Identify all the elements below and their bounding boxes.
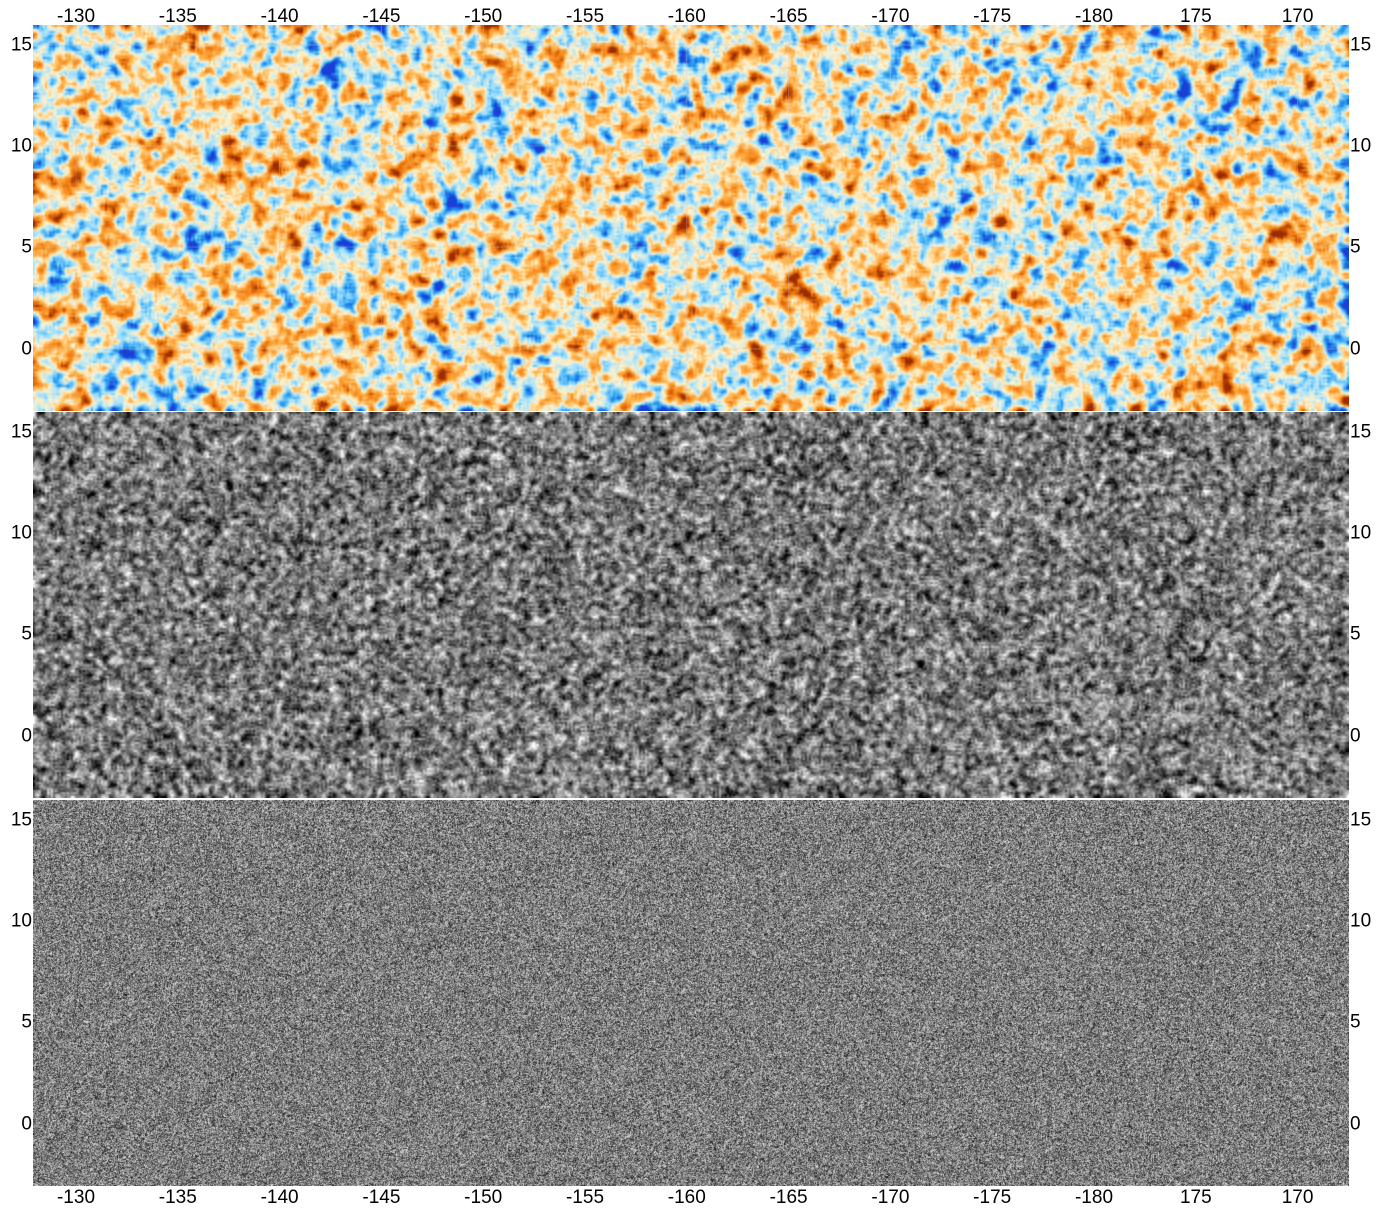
- bottom-x-tick-label: -150: [464, 1187, 503, 1208]
- left-y-tick-label: 0: [21, 725, 32, 747]
- top-x-tick-label: -155: [565, 6, 605, 27]
- bottom-x-tick-label: 170: [1281, 1187, 1314, 1208]
- left-y-tick-label: 15: [10, 421, 32, 443]
- top-x-tick-label: -145: [362, 6, 401, 27]
- top-x-tick-label: 175: [1179, 6, 1212, 27]
- left-y-tick-label: 0: [21, 1113, 32, 1135]
- bottom-x-tick-label: -160: [667, 1187, 706, 1208]
- right-y-tick-label: 5: [1350, 236, 1361, 258]
- right-y-tick-label: 15: [1350, 809, 1372, 831]
- top-x-tick-label: -165: [769, 6, 808, 27]
- temperature-map-image: [33, 25, 1349, 411]
- top-x-tick-label: -180: [1074, 6, 1114, 27]
- left-y-tick-label: 5: [21, 623, 32, 645]
- grayscale-map-2-image: [33, 800, 1349, 1186]
- right-y-tick-label: 15: [1350, 421, 1372, 443]
- right-y-tick-label: 5: [1350, 623, 1361, 645]
- left-y-tick-label: 15: [10, 34, 32, 56]
- right-y-tick-label: 10: [1350, 910, 1372, 932]
- grayscale-map-1-panel: [33, 412, 1349, 798]
- right-y-tick-label: 0: [1350, 1113, 1361, 1135]
- bottom-x-tick-label: -135: [158, 1187, 197, 1208]
- top-x-tick-label: -140: [260, 6, 299, 27]
- right-y-tick-label: 10: [1350, 135, 1372, 157]
- right-y-tick-label: 15: [1350, 34, 1372, 56]
- right-y-tick-label: 10: [1350, 522, 1372, 544]
- top-x-tick-label: -160: [667, 6, 706, 27]
- right-y-tick-label: 5: [1350, 1011, 1361, 1033]
- top-x-tick-label: 170: [1281, 6, 1314, 27]
- left-y-tick-label: 15: [10, 809, 32, 831]
- bottom-x-tick-label: 175: [1179, 1187, 1212, 1208]
- top-x-tick-label: -170: [871, 6, 910, 27]
- right-y-tick-label: 0: [1350, 338, 1361, 360]
- grayscale-map-2-panel: [33, 800, 1349, 1186]
- bottom-x-tick-label: -145: [362, 1187, 401, 1208]
- bottom-x-tick-label: -170: [871, 1187, 910, 1208]
- right-y-tick-label: 0: [1350, 725, 1361, 747]
- left-y-tick-label: 10: [10, 135, 32, 157]
- top-x-tick-label: -150: [464, 6, 503, 27]
- top-x-tick-label: -130: [56, 6, 96, 27]
- grayscale-map-1-image: [33, 412, 1349, 798]
- left-y-tick-label: 10: [10, 910, 32, 932]
- temperature-map-panel: [33, 25, 1349, 411]
- top-x-tick-label: -175: [973, 6, 1012, 27]
- left-y-tick-label: 10: [10, 522, 32, 544]
- bottom-x-tick-label: -175: [973, 1187, 1012, 1208]
- bottom-x-tick-label: -140: [260, 1187, 299, 1208]
- bottom-x-tick-label: -130: [56, 1187, 96, 1208]
- bottom-x-tick-label: -165: [769, 1187, 808, 1208]
- left-y-tick-label: 5: [21, 1011, 32, 1033]
- left-y-tick-label: 5: [21, 236, 32, 258]
- left-y-tick-label: 0: [21, 338, 32, 360]
- bottom-x-tick-label: -180: [1074, 1187, 1114, 1208]
- bottom-x-tick-label: -155: [565, 1187, 605, 1208]
- top-x-tick-label: -135: [158, 6, 197, 27]
